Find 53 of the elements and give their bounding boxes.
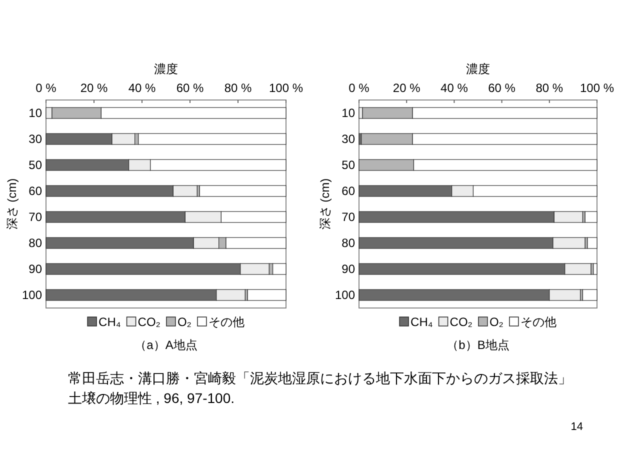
x-tick-label: 100 %: [580, 81, 614, 95]
y-tick-label: 30: [28, 132, 42, 146]
legend-label: その他: [208, 315, 244, 329]
y-tick-label: 50: [342, 158, 356, 172]
y-tick-label: 60: [28, 184, 42, 198]
x-tick-label: 80 %: [536, 81, 564, 95]
bar: [138, 133, 286, 145]
x-tick-label: 80 %: [224, 81, 252, 95]
y-tick-label: 60: [342, 184, 356, 198]
x-tick-label: 0 %: [348, 81, 370, 95]
x-tick-label: 100 %: [268, 81, 304, 95]
text: （a）A地点: [134, 338, 198, 352]
bar: [272, 263, 286, 275]
x-tick-label: 60 %: [488, 81, 516, 95]
x-tick-label: 20 %: [392, 81, 421, 95]
x-tick-label: 60 %: [176, 81, 204, 95]
y-axis-title: 深さ (cm): [318, 178, 332, 230]
bar: [247, 289, 286, 301]
x-tick-label: 40 %: [440, 81, 468, 95]
y-tick-label: 90: [342, 262, 356, 276]
bar: [584, 211, 598, 223]
y-tick-label: 10: [28, 106, 42, 120]
text: 14: [570, 421, 583, 433]
bar: [593, 263, 598, 275]
y-tick-label: 100: [22, 288, 42, 302]
bar: [587, 237, 598, 249]
y-tick-label: 90: [28, 262, 42, 276]
y-tick-label: 10: [342, 106, 356, 120]
y-tick-label: 70: [28, 210, 42, 224]
y-axis-title: 深さ (cm): [5, 178, 19, 230]
y-tick-label: 70: [342, 210, 356, 224]
text: 常田岳志・溝口勝・宮崎毅「泥炭地湿原における地下水面下からのガス採取法」: [68, 370, 572, 386]
bar: [199, 185, 286, 197]
legend-label: O₂: [177, 315, 192, 329]
legend-label: その他: [520, 315, 556, 329]
x-tick-label: 20 %: [80, 81, 108, 95]
legend-label: CO₂: [450, 315, 473, 329]
text: （b）B地点: [446, 338, 510, 352]
x-tick-label: 40 %: [128, 81, 156, 95]
x-tick-label: 0 %: [36, 81, 57, 95]
x-axis-title: 濃度: [466, 62, 490, 76]
text: 土壌の物理性 , 96, 97-100.: [68, 390, 235, 406]
legend-label: CH₄: [98, 315, 121, 329]
bar: [582, 289, 598, 301]
y-tick-label: 80: [342, 236, 356, 250]
y-tick-label: 50: [28, 158, 42, 172]
y-tick-label: 30: [342, 132, 356, 146]
legend-label: O₂: [489, 315, 504, 329]
legend-label: CO₂: [138, 315, 161, 329]
y-tick-label: 80: [28, 236, 42, 250]
x-axis-title: 濃度: [154, 62, 178, 76]
y-tick-label: 100: [334, 288, 356, 302]
legend-label: CH₄: [410, 315, 433, 329]
